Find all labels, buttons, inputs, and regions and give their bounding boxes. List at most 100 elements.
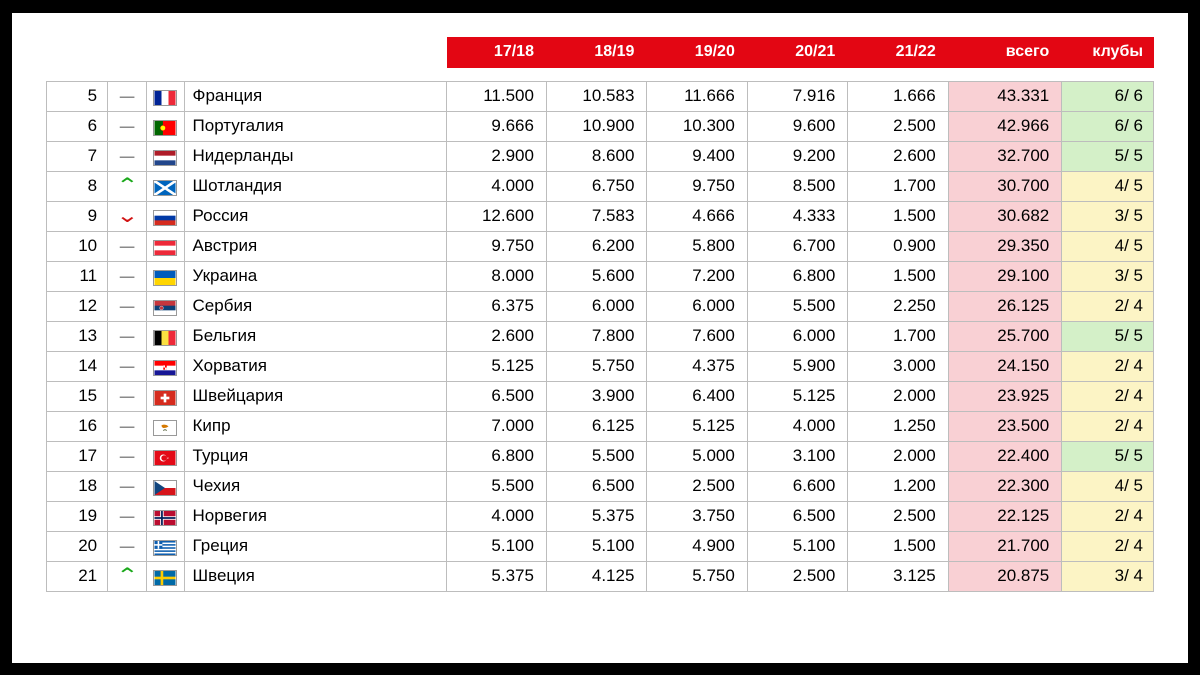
country-cell: Шотландия: [184, 171, 446, 201]
flag-cell: [147, 351, 184, 381]
season-3-cell: 9.750: [647, 171, 747, 201]
rank-cell: 7: [47, 141, 108, 171]
season-2-cell: 5.750: [546, 351, 646, 381]
table-row: 16–Кипр7.0006.1255.1254.0001.25023.5002/…: [47, 411, 1154, 441]
arrow-same-icon: –: [120, 415, 135, 437]
movement-cell: ⌃: [108, 561, 147, 591]
header-season-2: 18/19: [546, 37, 646, 67]
movement-cell: –: [108, 381, 147, 411]
arrow-same-icon: –: [120, 385, 135, 407]
rank-cell: 6: [47, 111, 108, 141]
rank-cell: 13: [47, 321, 108, 351]
clubs-cell: 4/ 5: [1062, 231, 1154, 261]
season-2-cell: 3.900: [546, 381, 646, 411]
flag-cell: [147, 531, 184, 561]
season-1-cell: 6.500: [446, 381, 546, 411]
header-season-4: 20/21: [747, 37, 847, 67]
flag-cell: [147, 411, 184, 441]
season-3-cell: 5.125: [647, 411, 747, 441]
header-season-1: 17/18: [446, 37, 546, 67]
season-1-cell: 2.600: [446, 321, 546, 351]
flag-cell: [147, 291, 184, 321]
clubs-cell: 4/ 5: [1062, 171, 1154, 201]
movement-cell: ⌄: [108, 201, 147, 231]
season-5-cell: 0.900: [848, 231, 948, 261]
flag-cell: [147, 261, 184, 291]
flag-cell: [147, 501, 184, 531]
table-row: 8⌃Шотландия4.0006.7509.7508.5001.70030.7…: [47, 171, 1154, 201]
clubs-cell: 6/ 6: [1062, 111, 1154, 141]
flag-cell: [147, 141, 184, 171]
arrow-same-icon: –: [120, 145, 135, 167]
header-blank: [47, 37, 447, 67]
total-cell: 29.100: [948, 261, 1062, 291]
header-clubs: клубы: [1062, 37, 1154, 67]
season-4-cell: 5.100: [747, 531, 847, 561]
table-row: 15–Швейцария6.5003.9006.4005.1252.00023.…: [47, 381, 1154, 411]
season-5-cell: 1.500: [848, 261, 948, 291]
header-total: всего: [948, 37, 1062, 67]
flag-cell: [147, 111, 184, 141]
total-cell: 25.700: [948, 321, 1062, 351]
total-cell: 22.125: [948, 501, 1062, 531]
country-cell: Нидерланды: [184, 141, 446, 171]
clubs-cell: 5/ 5: [1062, 141, 1154, 171]
season-3-cell: 6.000: [647, 291, 747, 321]
clubs-cell: 3/ 5: [1062, 201, 1154, 231]
table-row: 12–Сербия6.3756.0006.0005.5002.25026.125…: [47, 291, 1154, 321]
total-cell: 22.300: [948, 471, 1062, 501]
flag-cell: [147, 81, 184, 111]
season-2-cell: 6.500: [546, 471, 646, 501]
rank-cell: 21: [47, 561, 108, 591]
rank-cell: 17: [47, 441, 108, 471]
total-cell: 20.875: [948, 561, 1062, 591]
season-5-cell: 1.500: [848, 201, 948, 231]
rank-cell: 19: [47, 501, 108, 531]
total-cell: 23.925: [948, 381, 1062, 411]
header-row: 17/18 18/19 19/20 20/21 21/22 всего клуб…: [47, 37, 1154, 67]
header-season-3: 19/20: [647, 37, 747, 67]
movement-cell: –: [108, 141, 147, 171]
movement-cell: ⌃: [108, 171, 147, 201]
coefficient-table-container: 17/18 18/19 19/20 20/21 21/22 всего клуб…: [12, 13, 1188, 663]
season-5-cell: 1.666: [848, 81, 948, 111]
movement-cell: –: [108, 231, 147, 261]
movement-cell: –: [108, 501, 147, 531]
season-3-cell: 2.500: [647, 471, 747, 501]
season-1-cell: 5.375: [446, 561, 546, 591]
season-2-cell: 10.900: [546, 111, 646, 141]
header-season-5: 21/22: [848, 37, 948, 67]
season-5-cell: 2.000: [848, 441, 948, 471]
clubs-cell: 2/ 4: [1062, 501, 1154, 531]
season-3-cell: 4.666: [647, 201, 747, 231]
table-row: 10–Австрия9.7506.2005.8006.7000.90029.35…: [47, 231, 1154, 261]
total-cell: 26.125: [948, 291, 1062, 321]
season-1-cell: 5.100: [446, 531, 546, 561]
table-row: 20–Греция5.1005.1004.9005.1001.50021.700…: [47, 531, 1154, 561]
season-5-cell: 1.700: [848, 171, 948, 201]
season-5-cell: 2.000: [848, 381, 948, 411]
country-cell: Хорватия: [184, 351, 446, 381]
season-3-cell: 6.400: [647, 381, 747, 411]
total-cell: 29.350: [948, 231, 1062, 261]
arrow-same-icon: –: [120, 505, 135, 527]
movement-cell: –: [108, 321, 147, 351]
table-row: 5–Франция11.50010.58311.6667.9161.66643.…: [47, 81, 1154, 111]
table-row: 17–Турция6.8005.5005.0003.1002.00022.400…: [47, 441, 1154, 471]
flag-cell: [147, 321, 184, 351]
season-4-cell: 4.333: [747, 201, 847, 231]
total-cell: 21.700: [948, 531, 1062, 561]
arrow-same-icon: –: [120, 445, 135, 467]
season-1-cell: 8.000: [446, 261, 546, 291]
season-1-cell: 4.000: [446, 171, 546, 201]
season-5-cell: 3.125: [848, 561, 948, 591]
season-1-cell: 5.125: [446, 351, 546, 381]
season-4-cell: 6.600: [747, 471, 847, 501]
total-cell: 23.500: [948, 411, 1062, 441]
country-cell: Кипр: [184, 411, 446, 441]
country-cell: Россия: [184, 201, 446, 231]
season-4-cell: 6.700: [747, 231, 847, 261]
clubs-cell: 2/ 4: [1062, 411, 1154, 441]
movement-cell: –: [108, 291, 147, 321]
rank-cell: 15: [47, 381, 108, 411]
